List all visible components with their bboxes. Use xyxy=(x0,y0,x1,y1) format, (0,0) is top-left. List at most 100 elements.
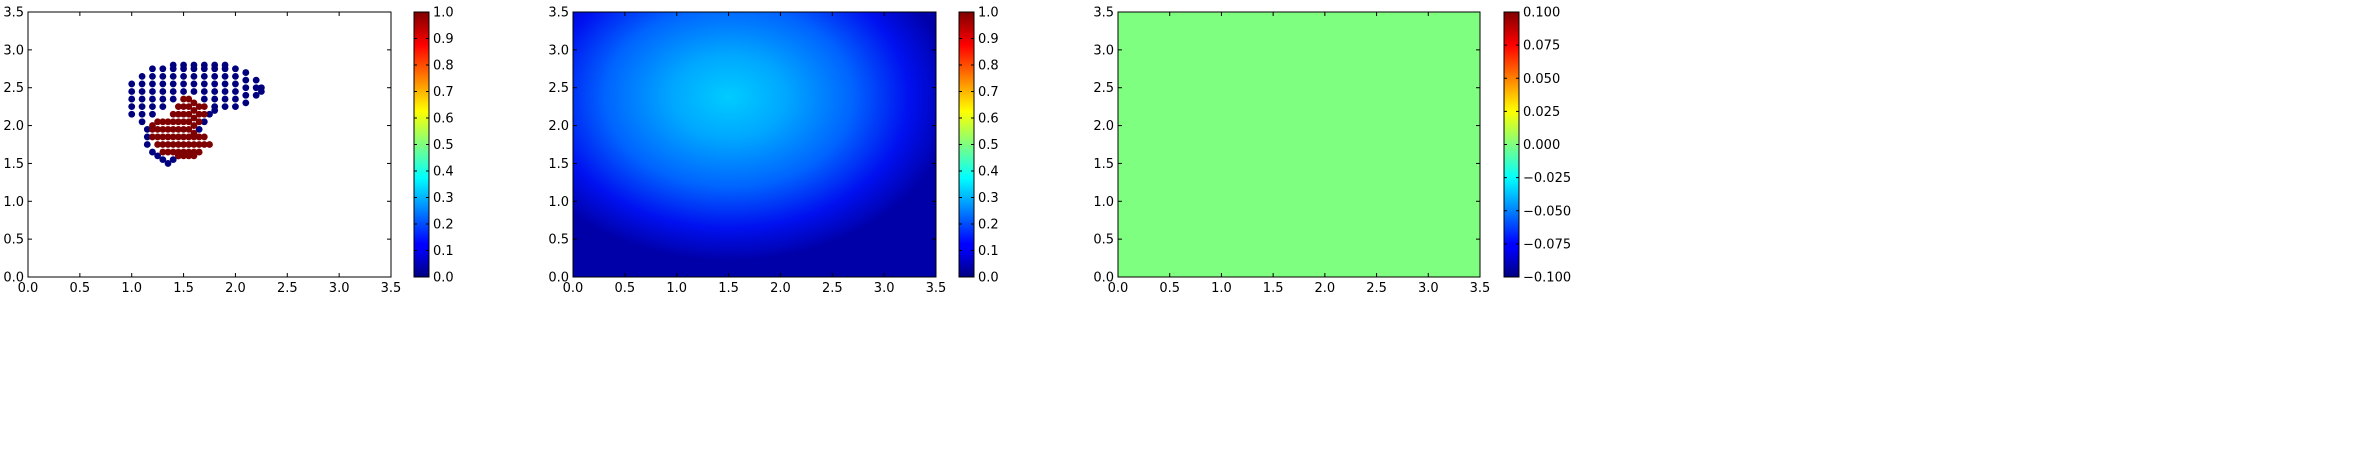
scatter-point xyxy=(154,118,162,126)
y-tick-label: 2.0 xyxy=(548,119,569,134)
scatter-point xyxy=(211,80,219,88)
scatter-point xyxy=(159,103,167,111)
x-tick-label: 3.5 xyxy=(926,281,947,296)
scatter-point xyxy=(164,148,172,156)
y-tick-label: 0.5 xyxy=(3,233,24,248)
scatter-point xyxy=(180,72,187,80)
scatter-point xyxy=(200,88,208,95)
panel-3-axes-frame xyxy=(1117,11,1481,278)
scatter-point xyxy=(174,133,182,141)
scatter-point xyxy=(221,95,229,103)
panel-1: 0.0 0.5 1.0 1.5 2.0 2.5 3.0 3.5 0.0 0.5 1.0 1.5 2.0… xyxy=(3,6,453,297)
x-tick-label: 2.5 xyxy=(277,281,298,296)
scatter-point xyxy=(138,88,146,95)
scatter-point xyxy=(169,88,177,95)
colorbar-tick-label: 0.100 xyxy=(1523,6,1560,21)
panel-2: 0.0 0.5 1.0 1.5 2.0 2.5 3.0 3.5 0.0 0.5 1.0 1.5 2.0… xyxy=(548,6,998,297)
scatter-point xyxy=(190,61,198,69)
scatter-point xyxy=(169,80,177,88)
colorbar-tick-label: −0.025 xyxy=(1523,171,1571,186)
scatter-point xyxy=(190,141,198,148)
x-tick-label: 3.5 xyxy=(1470,281,1491,296)
colorbar-tick-label: 0.8 xyxy=(978,59,999,74)
panel-3-xticks: 0.0 0.5 1.0 1.5 2.0 2.5 3.0 3.5 xyxy=(1108,12,1491,296)
x-tick-label: 1.5 xyxy=(173,281,194,296)
colorbar-tick-label: 0.7 xyxy=(433,85,454,100)
colorbar-tick-label: 0.4 xyxy=(433,165,454,180)
scatter-point xyxy=(180,133,187,141)
colorbar-tick-label: 0.6 xyxy=(433,112,454,127)
y-tick-label: 3.0 xyxy=(1093,43,1114,58)
scatter-point xyxy=(200,80,208,88)
x-tick-label: 1.5 xyxy=(1263,281,1284,296)
scatter-point xyxy=(257,84,265,92)
scatter-point xyxy=(169,148,177,156)
y-tick-label: 1.0 xyxy=(548,195,569,210)
x-tick-label: 1.0 xyxy=(121,281,142,296)
scatter-point xyxy=(154,133,162,141)
scatter-point xyxy=(232,95,239,103)
colorbar-tick-label: 0.075 xyxy=(1523,39,1560,54)
scatter-point xyxy=(211,61,219,69)
colorbar-tick-label: 0.0 xyxy=(978,271,999,286)
y-tick-label: 3.0 xyxy=(548,43,569,58)
scatter-point xyxy=(149,88,156,95)
scatter-point xyxy=(138,110,146,118)
scatter-point xyxy=(195,103,203,111)
scatter-point xyxy=(206,141,213,148)
scatter-point xyxy=(190,99,198,107)
scatter-point xyxy=(180,80,187,88)
scatter-point xyxy=(169,156,177,164)
scatter-point xyxy=(180,110,187,118)
scatter-point xyxy=(164,118,172,126)
y-tick-label: 1.5 xyxy=(1093,157,1114,172)
scatter-point xyxy=(252,84,260,92)
colorbar-tick-label: 0.6 xyxy=(978,112,999,127)
scatter-point xyxy=(190,80,198,88)
colorbar-tick-label: 0.9 xyxy=(978,32,999,47)
x-tick-label: 0.5 xyxy=(70,281,91,296)
colorbar-tick-label: 1.0 xyxy=(433,6,454,21)
y-tick-label: 0.0 xyxy=(1093,271,1114,286)
colorbar-tick-label: 0.9 xyxy=(433,32,454,47)
scatter-point xyxy=(180,125,187,133)
scatter-point xyxy=(252,76,260,84)
scatter-point xyxy=(180,95,187,103)
scatter-point xyxy=(128,95,136,103)
x-tick-label: 3.5 xyxy=(381,281,402,296)
scatter-point xyxy=(200,110,208,118)
scatter-point xyxy=(149,80,156,88)
x-tick-label: 0.5 xyxy=(1159,281,1180,296)
y-tick-label: 3.0 xyxy=(3,43,24,58)
scatter-point xyxy=(180,152,187,160)
scatter-point xyxy=(138,118,146,126)
scatter-point xyxy=(195,133,203,141)
scatter-point xyxy=(174,125,182,133)
scatter-point xyxy=(211,107,219,114)
panel-1-colorbar-ticks: 0.0 0.1 0.2 0.3 0.4 0.5 0.6 0.7 0.8 0.9 1.0 xyxy=(414,6,454,286)
scatter-point xyxy=(242,84,250,92)
colorbar-tick-label: 0.4 xyxy=(978,165,999,180)
scatter-point xyxy=(232,80,239,88)
panel-1-yticks: 0.0 0.5 1.0 1.5 2.0 2.5 3.0 3.5 xyxy=(3,6,391,286)
scatter-point xyxy=(164,141,172,148)
scatter-point xyxy=(242,69,250,76)
scatter-point xyxy=(200,103,208,111)
y-tick-label: 1.5 xyxy=(3,157,24,172)
x-tick-label: 0.0 xyxy=(1108,281,1129,296)
scatter-point xyxy=(149,95,156,103)
scatter-point xyxy=(164,160,172,167)
panel-2-xticks: 0.0 0.5 1.0 1.5 2.0 2.5 3.0 3.5 xyxy=(563,12,947,296)
scatter-point xyxy=(200,61,208,69)
scatter-point xyxy=(180,141,187,148)
colorbar-tick-label: 0.050 xyxy=(1523,72,1560,87)
scatter-point xyxy=(185,95,193,103)
scatter-point xyxy=(195,118,203,126)
colorbar-tick-label: 0.5 xyxy=(433,138,454,153)
scatter-point xyxy=(221,61,229,69)
colorbar-tick-label: 0.5 xyxy=(978,138,999,153)
panel-2-yticks: 0.0 0.5 1.0 1.5 2.0 2.5 3.0 3.5 xyxy=(548,6,936,286)
scatter-point xyxy=(164,125,172,133)
scatter-point xyxy=(242,91,250,99)
panel-2-colorbar-ticks: 0.0 0.1 0.2 0.3 0.4 0.5 0.6 0.7 0.8 0.9 1.0 xyxy=(959,6,999,286)
